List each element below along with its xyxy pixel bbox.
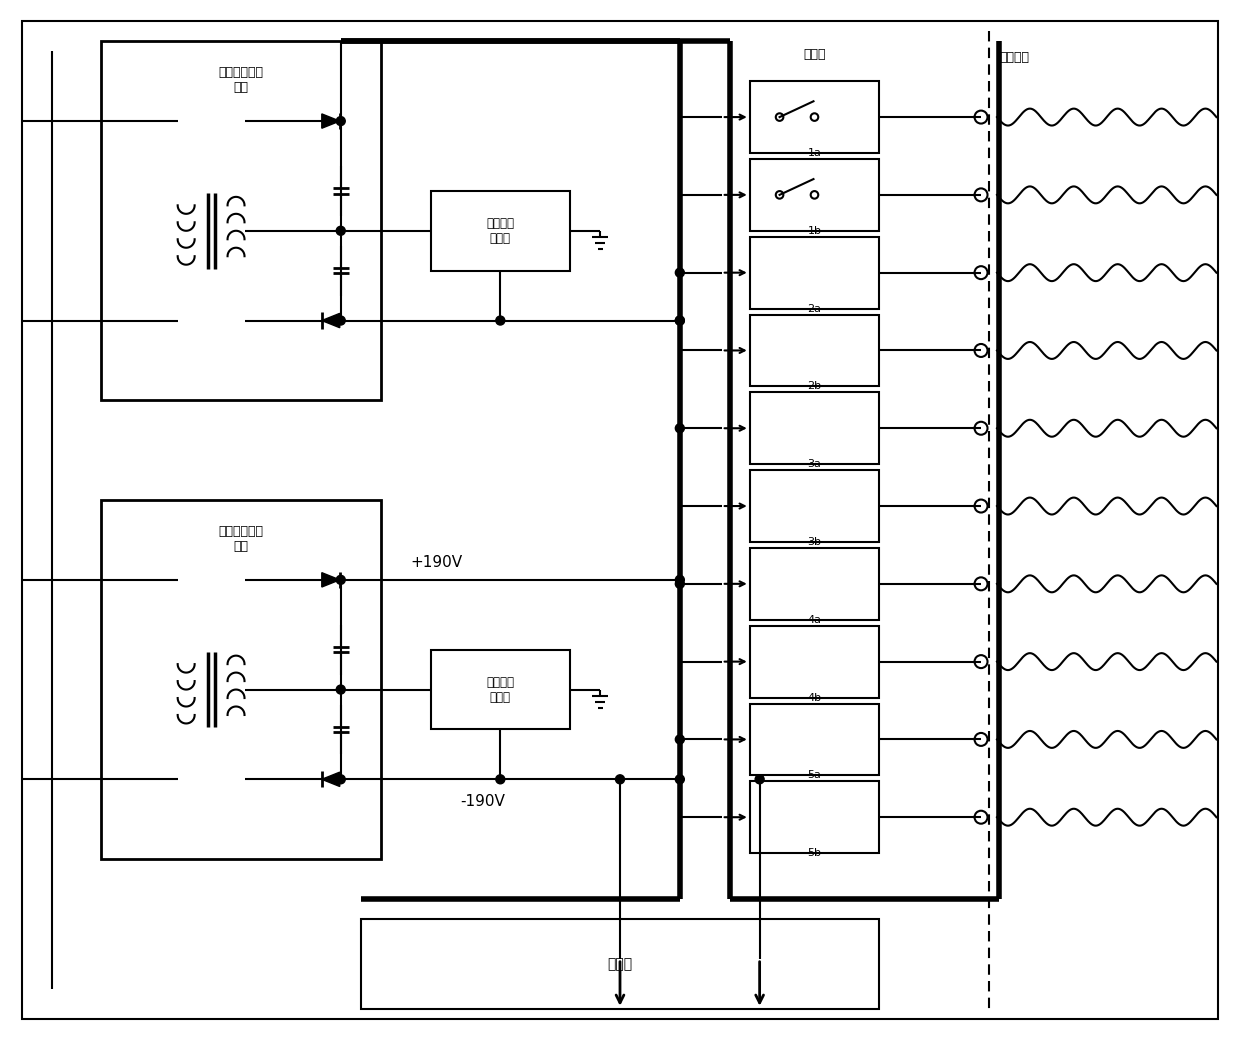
Text: 3a: 3a (807, 460, 821, 469)
Circle shape (676, 775, 684, 784)
Polygon shape (322, 573, 340, 587)
Bar (750, 782, 879, 853)
Circle shape (336, 226, 345, 235)
Bar (750, 393, 879, 464)
Circle shape (755, 775, 764, 784)
Text: 第二功率变换
电路: 第二功率变换 电路 (218, 67, 264, 94)
Text: -190V: -190V (460, 794, 506, 810)
Bar (750, 237, 879, 308)
Text: 4b: 4b (807, 693, 822, 702)
Bar (750, 159, 879, 230)
Text: 第二漏电
指示器: 第二漏电 指示器 (486, 217, 515, 245)
Bar (750, 548, 879, 620)
Circle shape (496, 316, 505, 325)
Circle shape (676, 424, 684, 432)
Polygon shape (322, 772, 340, 787)
Bar (361, 919, 879, 1009)
Bar (750, 703, 879, 775)
Text: 第一功率变换
电路: 第一功率变换 电路 (218, 525, 264, 553)
Text: 4a: 4a (807, 615, 821, 625)
Circle shape (676, 735, 684, 744)
Circle shape (676, 575, 684, 585)
Text: 1b: 1b (807, 226, 821, 235)
Circle shape (336, 316, 345, 325)
Text: 5a: 5a (807, 770, 821, 780)
Text: 第一漏电
指示器: 第一漏电 指示器 (486, 675, 515, 703)
Text: 5b: 5b (807, 848, 821, 859)
Text: 1a: 1a (807, 148, 821, 158)
Polygon shape (322, 314, 340, 328)
Circle shape (676, 316, 684, 325)
Text: 2b: 2b (807, 381, 822, 392)
Text: 继电器: 继电器 (804, 48, 826, 61)
Text: 2a: 2a (807, 303, 821, 314)
Circle shape (676, 579, 684, 589)
Circle shape (676, 316, 684, 325)
Circle shape (336, 117, 345, 125)
Circle shape (496, 775, 505, 784)
Circle shape (615, 775, 625, 784)
Polygon shape (322, 114, 340, 128)
Bar (102, 42, 381, 400)
Bar (750, 315, 879, 387)
Circle shape (336, 685, 345, 694)
Bar (750, 470, 879, 542)
Text: 输出端口: 输出端口 (999, 51, 1029, 65)
Bar (750, 625, 879, 697)
Text: 3b: 3b (807, 537, 821, 547)
Circle shape (676, 268, 684, 277)
Bar (102, 500, 381, 859)
Circle shape (336, 775, 345, 784)
Text: +190V: +190V (410, 555, 463, 570)
Circle shape (336, 575, 345, 585)
Bar (430, 649, 570, 729)
Bar (430, 191, 570, 271)
Text: 控制器: 控制器 (608, 957, 632, 971)
Bar (750, 81, 879, 153)
